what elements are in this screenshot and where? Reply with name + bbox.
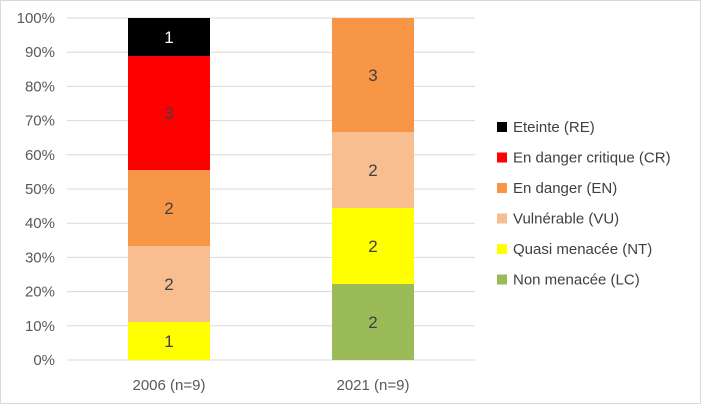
legend-swatch bbox=[497, 122, 507, 132]
data-label: 2 bbox=[368, 313, 377, 332]
legend: Eteinte (RE) En danger critique (CR) En da… bbox=[497, 119, 671, 289]
y-axis-ticks: 0% 10% 20% 30% 40% 50% 60% 70% 80% 90% 100% bbox=[17, 10, 55, 369]
x-tick-label: 2021 (n=9) bbox=[337, 377, 410, 394]
bars bbox=[128, 18, 414, 360]
legend-label: En danger (EN) bbox=[513, 180, 617, 197]
bar-segment bbox=[332, 284, 414, 360]
y-tick-label: 20% bbox=[25, 284, 55, 301]
legend-label: Vulnérable (VU) bbox=[513, 211, 619, 228]
y-tick-label: 30% bbox=[25, 249, 55, 266]
y-tick-label: 40% bbox=[25, 215, 55, 232]
legend-label: En danger critique (CR) bbox=[513, 150, 671, 167]
legend-swatch bbox=[497, 152, 507, 163]
y-tick-label: 50% bbox=[25, 181, 55, 198]
bar-segment bbox=[332, 208, 414, 284]
bar-segment bbox=[332, 132, 414, 208]
y-tick-label: 10% bbox=[25, 318, 55, 335]
data-label: 3 bbox=[368, 66, 377, 85]
legend-swatch bbox=[497, 213, 507, 224]
legend-label: Eteinte (RE) bbox=[513, 119, 595, 136]
y-tick-label: 80% bbox=[25, 78, 55, 95]
data-label: 3 bbox=[164, 104, 173, 123]
legend-label: Quasi menacée (NT) bbox=[513, 241, 652, 258]
data-label: 2 bbox=[368, 237, 377, 256]
x-axis-ticks: 2006 (n=9) 2021 (n=9) bbox=[133, 377, 410, 394]
bar-segment bbox=[128, 18, 210, 56]
y-tick-label: 0% bbox=[33, 352, 55, 369]
legend-item: En danger (EN) bbox=[497, 180, 617, 197]
x-tick-label: 2006 (n=9) bbox=[133, 377, 206, 394]
data-label: 1 bbox=[164, 332, 173, 351]
legend-item: Eteinte (RE) bbox=[497, 119, 595, 136]
legend-swatch bbox=[497, 244, 507, 254]
bar-segment bbox=[128, 246, 210, 322]
bar-segment bbox=[332, 18, 414, 132]
data-labels: 1 2 2 3 1 2 2 2 3 bbox=[164, 28, 377, 351]
y-tick-label: 70% bbox=[25, 113, 55, 130]
data-label: 2 bbox=[164, 199, 173, 218]
y-tick-label: 100% bbox=[17, 10, 55, 27]
legend-swatch bbox=[497, 183, 507, 193]
bar-segment bbox=[128, 170, 210, 246]
y-tick-label: 60% bbox=[25, 147, 55, 164]
legend-swatch bbox=[497, 274, 507, 285]
legend-item: En danger critique (CR) bbox=[497, 150, 671, 167]
data-label: 2 bbox=[368, 161, 377, 180]
bar-segment bbox=[128, 56, 210, 170]
legend-item: Non menacée (LC) bbox=[497, 272, 640, 289]
legend-item: Vulnérable (VU) bbox=[497, 211, 619, 228]
bar-segment bbox=[128, 322, 210, 360]
legend-item: Quasi menacée (NT) bbox=[497, 241, 652, 258]
data-label: 2 bbox=[164, 275, 173, 294]
legend-label: Non menacée (LC) bbox=[513, 272, 640, 289]
y-tick-label: 90% bbox=[25, 44, 55, 61]
data-label: 1 bbox=[164, 28, 173, 47]
